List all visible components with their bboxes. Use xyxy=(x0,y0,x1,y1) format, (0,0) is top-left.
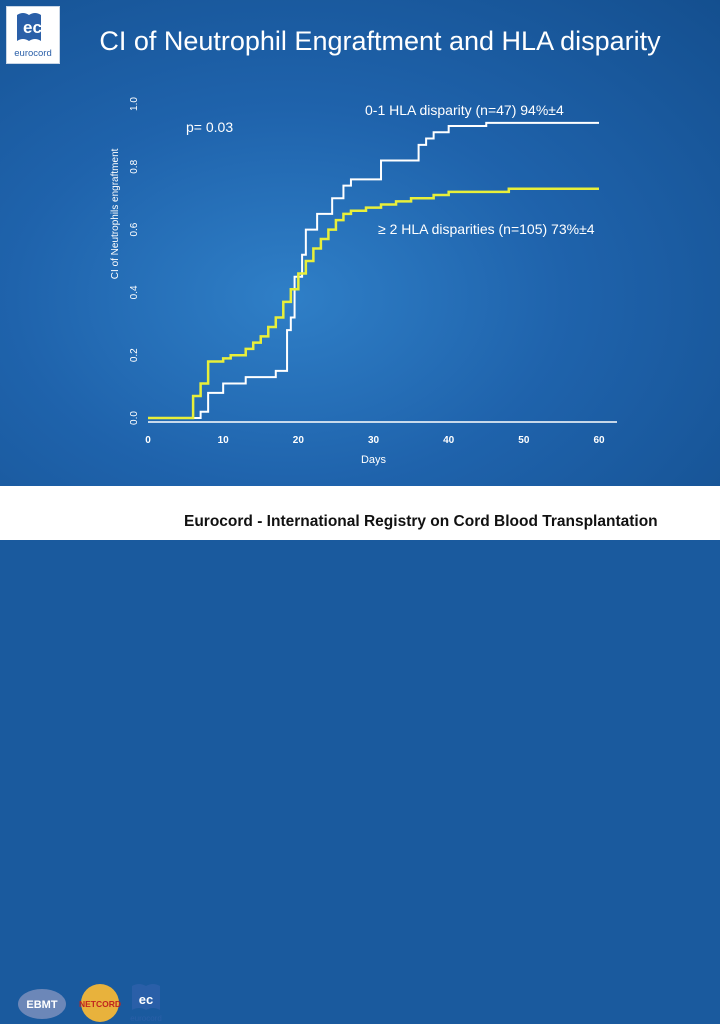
netcord-logo: NETCORD xyxy=(79,984,121,1022)
y-tick-label: 0.0 xyxy=(129,411,140,425)
y-tick-label: 0.8 xyxy=(129,159,140,173)
engraftment-chart: 0 10 20 30 40 50 60 0.0 0.2 0.4 0.6 0.8 1.0 Days CI of… xyxy=(110,97,617,466)
y-tick-label: 1.0 xyxy=(129,97,140,111)
x-tick-label: 20 xyxy=(293,435,305,446)
x-tick-label: 50 xyxy=(518,435,530,446)
chart-series xyxy=(148,121,599,420)
series-line-white xyxy=(148,121,599,419)
chart-labels: 0 10 20 30 40 50 60 0.0 0.2 0.4 0.6 0.8 1.0 Days CI of… xyxy=(110,97,605,466)
y-tick-label: 0.6 xyxy=(129,222,140,236)
ebmt-logo: EBMT xyxy=(18,989,66,1019)
footer-text: Eurocord - International Registry on Cor… xyxy=(184,513,658,530)
x-tick-label: 40 xyxy=(443,435,455,446)
y-axis-title: CI of Neutrophils engraftment xyxy=(110,148,121,279)
x-tick-label: 10 xyxy=(218,435,230,446)
ebmt-logo-text: EBMT xyxy=(26,999,57,1011)
page-title: CI of Neutrophil Engraftment and HLA dis… xyxy=(99,26,661,56)
p-value-annotation: p= 0.03 xyxy=(186,119,233,135)
eurocord-logo-mark: ec eurocord xyxy=(14,13,52,59)
svg-text:ec: ec xyxy=(23,18,42,37)
y-tick-label: 0.2 xyxy=(129,348,140,362)
eurocord-logo-text: eurocord xyxy=(14,48,52,59)
svg-text:ec: ec xyxy=(139,992,153,1007)
eurocord-footer-logo-text: eurocord xyxy=(130,1014,162,1023)
y-tick-label: 0.4 xyxy=(129,285,140,299)
eurocord-footer-logo: ec eurocord xyxy=(130,984,162,1023)
legend-label-series-1: 0-1 HLA disparity (n=47) 94%±4 xyxy=(365,102,564,118)
x-tick-label: 0 xyxy=(145,435,151,446)
x-tick-label: 30 xyxy=(368,435,380,446)
legend-label-series-2: ≥ 2 HLA disparities (n=105) 73%±4 xyxy=(378,221,595,237)
series-line-yellow xyxy=(148,187,599,420)
slide-background xyxy=(0,0,720,540)
x-tick-label: 60 xyxy=(593,435,605,446)
eurocord-logo: ec eurocord xyxy=(6,6,60,64)
x-axis-title: Days xyxy=(361,454,387,466)
netcord-logo-text: NETCORD xyxy=(79,999,121,1009)
